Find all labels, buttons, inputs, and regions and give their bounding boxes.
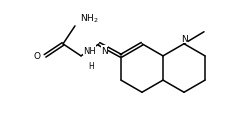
Text: NH: NH — [83, 47, 96, 55]
Text: N: N — [101, 47, 108, 55]
Text: H: H — [88, 61, 94, 70]
Text: NH$_2$: NH$_2$ — [80, 12, 99, 25]
Text: O: O — [33, 52, 40, 61]
Text: N: N — [181, 34, 187, 43]
